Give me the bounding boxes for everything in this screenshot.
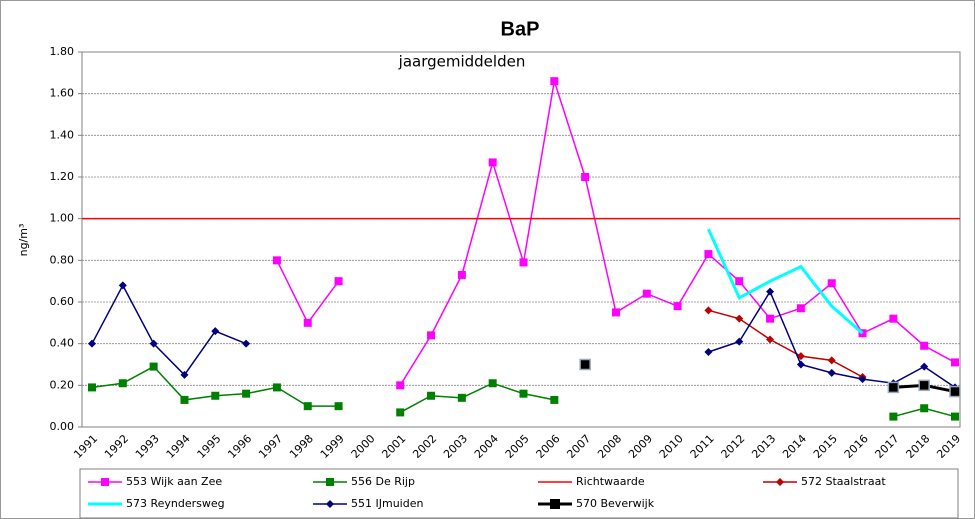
marker: [766, 287, 775, 296]
y-tick-label: 1.00: [50, 212, 75, 225]
marker: [396, 381, 405, 390]
marker: [920, 362, 929, 371]
y-tick-label: 1.20: [50, 170, 75, 183]
legend-label: Richtwaarde: [576, 475, 645, 488]
marker: [427, 391, 436, 400]
y-tick-label: 0.80: [50, 253, 75, 266]
marker: [242, 339, 251, 348]
marker: [519, 258, 528, 267]
marker: [796, 304, 805, 313]
marker: [457, 393, 466, 402]
marker: [88, 339, 96, 348]
marker: [303, 318, 312, 327]
marker: [149, 339, 158, 348]
legend-box: [79, 468, 959, 519]
marker: [550, 395, 559, 404]
plot-area: [81, 51, 961, 428]
marker: [180, 370, 189, 379]
legend-label: 556 De Rijp: [351, 475, 415, 488]
marker: [735, 277, 744, 286]
marker: [611, 308, 620, 317]
marker: [858, 375, 867, 384]
marker: [766, 314, 775, 323]
marker: [180, 395, 189, 404]
y-tick-label: 0.00: [50, 420, 75, 433]
marker: [488, 158, 497, 167]
marker: [334, 277, 343, 286]
y-axis-label: ng/m³: [17, 224, 30, 257]
marker: [272, 256, 281, 265]
marker: [889, 412, 898, 421]
marker: [889, 314, 898, 323]
marker: [149, 362, 158, 371]
marker: [550, 77, 559, 86]
marker: [211, 327, 220, 336]
marker: [488, 379, 497, 388]
marker: [118, 281, 127, 290]
marker: [920, 404, 929, 413]
legend-label: 570 Beverwijk: [576, 497, 655, 510]
marker: [673, 302, 682, 311]
legend-marker: [326, 500, 334, 508]
marker: [211, 391, 220, 400]
marker: [949, 385, 961, 398]
marker: [951, 358, 959, 367]
series-line: [707, 228, 864, 335]
marker: [796, 360, 805, 369]
marker: [118, 379, 127, 388]
marker: [918, 379, 930, 392]
marker: [887, 381, 900, 394]
marker: [704, 306, 713, 315]
marker: [242, 389, 251, 398]
legend-label: 573 Reyndersweg: [126, 497, 225, 510]
marker: [704, 348, 713, 356]
chart-subtitle: jaargemiddelden: [398, 53, 526, 71]
marker: [88, 383, 96, 392]
legend-label: 572 Staalstraat: [801, 475, 886, 488]
marker: [272, 383, 281, 392]
y-tick-label: 1.60: [50, 87, 75, 100]
chart-title: BaP: [501, 18, 540, 40]
marker: [735, 337, 744, 346]
series-line: [708, 309, 863, 378]
marker: [704, 250, 713, 259]
marker: [303, 402, 312, 411]
y-tick-label: 1.40: [50, 128, 75, 141]
marker: [581, 173, 590, 181]
marker: [951, 412, 959, 421]
marker: [858, 329, 867, 338]
y-tick-label: 1.80: [50, 45, 75, 58]
marker: [920, 341, 929, 350]
marker: [334, 402, 343, 411]
marker: [766, 335, 775, 344]
marker: [827, 356, 836, 365]
marker: [519, 389, 528, 398]
marker: [827, 368, 836, 377]
marker: [579, 358, 591, 371]
marker: [642, 289, 651, 298]
legend-label: 551 IJmuiden: [351, 497, 423, 510]
legend-marker: [550, 499, 560, 509]
y-tick-label: 0.20: [50, 378, 75, 391]
marker: [396, 408, 405, 417]
marker: [427, 331, 436, 340]
y-tick-label: 0.60: [50, 295, 75, 308]
marker: [735, 314, 744, 323]
legend-marker: [776, 478, 784, 486]
legend-label: 553 Wijk aan Zee: [126, 475, 222, 488]
marker: [827, 279, 836, 288]
legend-marker: [101, 478, 109, 486]
legend-marker: [326, 478, 334, 486]
y-tick-label: 0.40: [50, 337, 75, 350]
marker: [457, 270, 466, 279]
